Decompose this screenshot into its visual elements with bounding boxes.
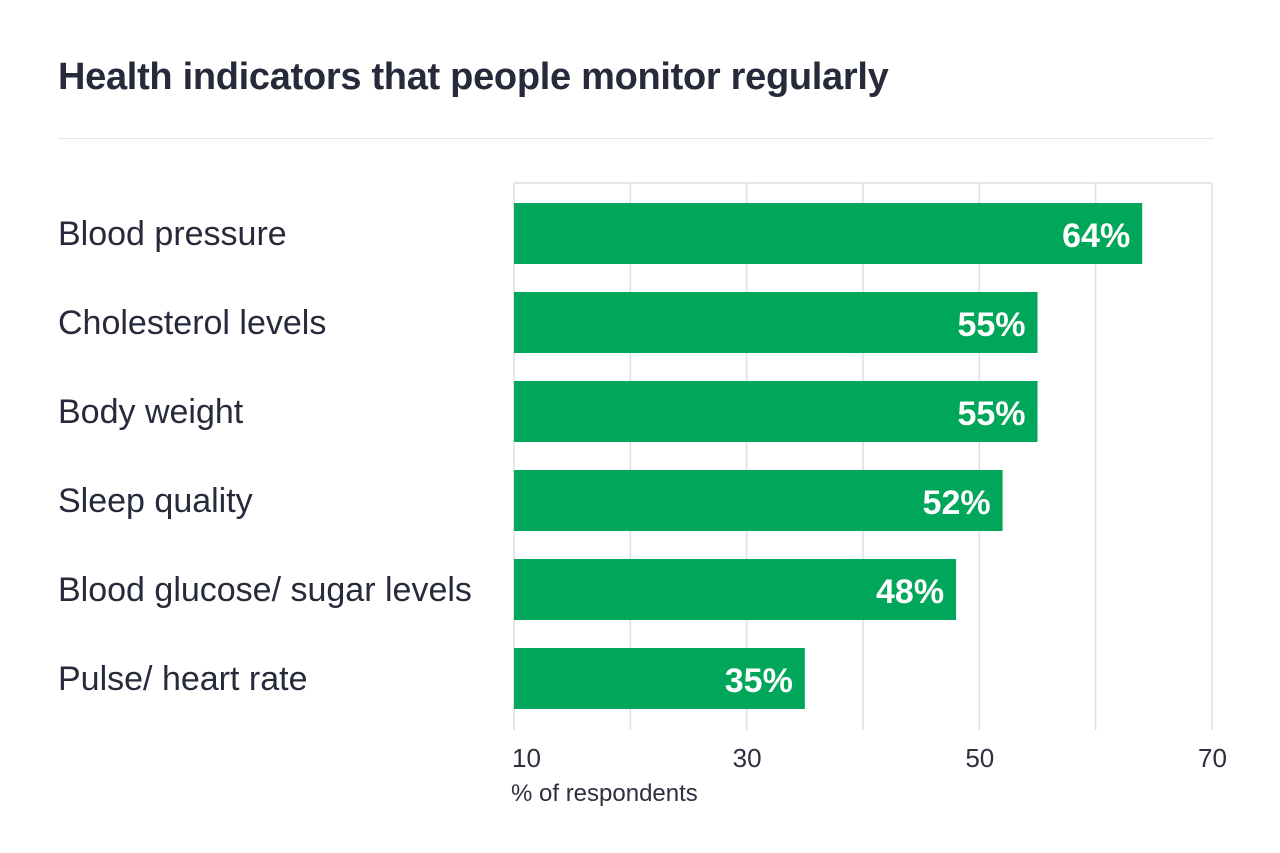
bar-0	[514, 203, 1143, 264]
value-label-4: 48%	[876, 573, 944, 611]
chart-title: Health indicators that people monitor re…	[58, 56, 889, 98]
category-label-2: Body weight	[58, 393, 244, 431]
value-labels: 64% 55% 55% 52% 48% 35%	[725, 217, 1130, 700]
gridlines	[513, 182, 1213, 730]
x-tick-10: 10	[512, 743, 541, 773]
category-label-4: Blood glucose/ sugar levels	[58, 571, 472, 609]
value-label-2: 55%	[957, 395, 1025, 433]
bar-2	[514, 381, 1038, 442]
value-label-5: 35%	[725, 662, 793, 700]
x-tick-50: 50	[965, 743, 994, 773]
bar-3	[514, 470, 1003, 531]
x-tick-70: 70	[1198, 743, 1227, 773]
category-label-3: Sleep quality	[58, 482, 253, 520]
value-label-1: 55%	[957, 306, 1025, 344]
x-tick-30: 30	[733, 743, 762, 773]
category-label-5: Pulse/ heart rate	[58, 660, 307, 698]
bars	[514, 203, 1143, 709]
value-label-0: 64%	[1062, 217, 1130, 255]
bar-4	[514, 559, 957, 620]
bar-5	[514, 648, 805, 709]
bar-1	[514, 292, 1038, 353]
value-label-3: 52%	[923, 484, 991, 522]
category-label-0: Blood pressure	[58, 215, 287, 253]
title-divider	[58, 138, 1214, 139]
x-axis-ticks: 10 30 50 70	[512, 743, 1227, 773]
category-labels: Blood pressure Cholesterol levels Body wei…	[58, 215, 472, 698]
category-label-1: Cholesterol levels	[58, 304, 326, 342]
x-axis-label: % of respondents	[511, 780, 698, 807]
